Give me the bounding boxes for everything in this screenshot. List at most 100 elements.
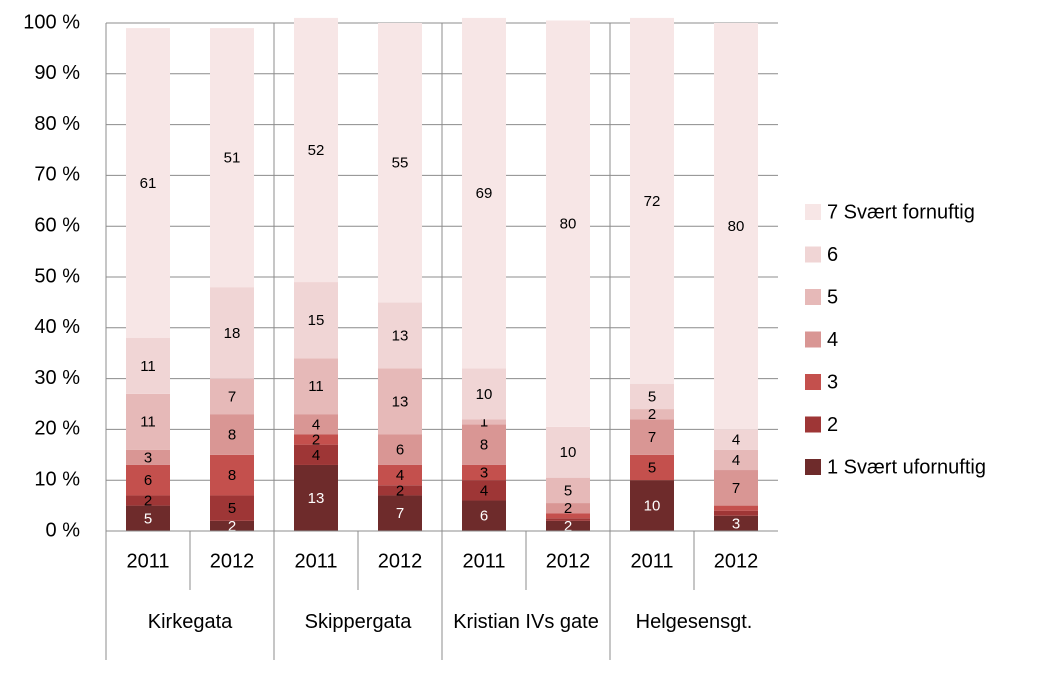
bar-segment: [462, 419, 506, 425]
data-label: 11: [140, 358, 156, 375]
bar-segment: [210, 28, 254, 288]
bar-segment: [294, 17, 338, 283]
bar-segment: [546, 520, 590, 531]
legend-swatch: [805, 416, 821, 433]
bar-segment: [126, 337, 170, 394]
bar-segment: [294, 464, 338, 531]
data-label: 69: [476, 185, 493, 202]
legend-swatch: [805, 331, 821, 348]
data-label: 5: [564, 482, 572, 499]
bar-segment: [378, 368, 422, 435]
bar-segment: [546, 503, 590, 514]
bar-segment: [378, 495, 422, 531]
bar-segment: [126, 393, 170, 450]
data-label: 11: [308, 378, 324, 395]
y-tick-label: 90 %: [34, 62, 80, 84]
x-tick-label: 2012: [546, 550, 591, 572]
data-label: 4: [732, 432, 740, 449]
bar-segment: [546, 518, 590, 521]
data-label: 80: [728, 218, 745, 235]
data-label: 3: [732, 515, 740, 532]
legend-swatch: [805, 459, 821, 475]
y-tick-label: 0 %: [46, 519, 81, 541]
bar-segment: [210, 287, 254, 379]
data-label: 6: [480, 508, 488, 525]
data-label: 5: [144, 510, 152, 527]
legend-label: 6: [827, 244, 838, 266]
data-label: 4: [396, 467, 404, 484]
data-label: 5: [228, 500, 236, 517]
group-label: Helgesensgt.: [635, 611, 753, 633]
data-label: 8: [228, 467, 236, 484]
data-label: 13: [392, 393, 409, 410]
bar-segment: [210, 520, 254, 531]
data-label: 10: [476, 386, 493, 403]
data-label: 2: [228, 518, 236, 535]
bar-segment: [294, 358, 338, 415]
bar-segment: [714, 470, 758, 506]
data-label: 2: [564, 500, 572, 517]
x-tick-label: 2011: [462, 550, 505, 572]
data-label: 5: [648, 459, 656, 476]
data-label: 61: [140, 175, 157, 192]
bar-segment: [294, 444, 338, 465]
bar-segment: [714, 515, 758, 531]
bar-segment: [210, 378, 254, 415]
data-label: 3: [480, 465, 488, 482]
data-label: 13: [392, 327, 409, 344]
bar-segment: [294, 414, 338, 435]
bar-segment: [210, 414, 254, 455]
legend-label: 3: [827, 371, 838, 393]
legend-label: 5: [827, 286, 838, 308]
data-label: 2: [564, 518, 572, 535]
group-label: Kristian IVs gate: [453, 611, 599, 633]
legend-swatch: [805, 204, 821, 220]
bar-segment: [126, 495, 170, 506]
bar-segment: [210, 495, 254, 521]
data-label: 2: [312, 432, 320, 449]
y-tick-label: 60 %: [34, 214, 80, 236]
data-label: 10: [644, 498, 661, 515]
legend-swatch: [805, 289, 821, 305]
y-tick-label: 20 %: [34, 418, 80, 440]
data-label: 55: [392, 155, 409, 172]
x-tick-label: 2012: [714, 550, 759, 572]
data-label: 5: [648, 388, 656, 405]
y-tick-label: 10 %: [34, 468, 80, 490]
y-tick-label: 50 %: [34, 265, 80, 287]
bar-segment: [126, 464, 170, 496]
legend-label: 7 Svært fornuftig: [827, 201, 975, 223]
data-label: 4: [732, 452, 740, 469]
data-label: 13: [308, 490, 325, 507]
bar-segment: [546, 20, 590, 427]
y-tick-label: 40 %: [34, 316, 80, 338]
bar-segment: [714, 505, 758, 511]
data-label: 1: [480, 414, 488, 431]
group-label: Kirkegata: [147, 611, 233, 633]
data-label: 10: [560, 444, 577, 461]
bar-segment: [462, 424, 506, 465]
data-label: 7: [732, 480, 740, 497]
data-label: 18: [224, 325, 241, 342]
y-tick-label: 70 %: [34, 164, 80, 186]
data-label: 6: [396, 442, 404, 459]
legend-label: 4: [827, 329, 838, 351]
bar-segment: [294, 282, 338, 359]
group-label: Skippergata: [304, 611, 412, 633]
bar-segment: [630, 454, 674, 481]
bar-segment: [462, 464, 506, 481]
data-label: 11: [140, 414, 156, 431]
legend-label: 1 Svært ufornuftig: [827, 456, 986, 478]
legend-swatch: [805, 246, 821, 263]
data-label: 80: [560, 216, 577, 233]
data-label: 8: [480, 437, 488, 454]
bar-segment: [630, 419, 674, 455]
bar-segment: [126, 449, 170, 465]
bar-segment: [462, 17, 506, 369]
data-label: 4: [312, 447, 320, 464]
y-tick-label: 30 %: [34, 367, 80, 389]
bar-segment: [126, 505, 170, 531]
bar-segment: [714, 23, 758, 430]
bar-segment: [378, 434, 422, 465]
